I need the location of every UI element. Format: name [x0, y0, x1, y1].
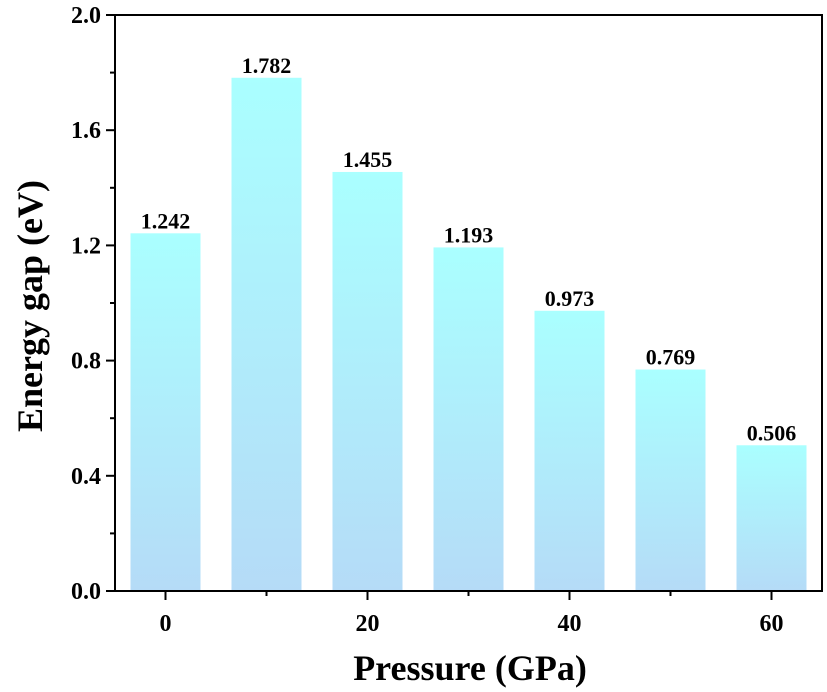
x-tick-label: 60 [760, 611, 784, 637]
y-tick-label: 1.6 [71, 118, 101, 144]
data-label-50-gpa: 0.769 [646, 345, 696, 370]
bar-60-gpa [736, 445, 807, 591]
y-axis-title: Energy gap (eV) [10, 180, 50, 432]
y-tick-label: 2.0 [71, 3, 101, 29]
bars-group [130, 77, 807, 591]
x-axis-title: Pressure (GPa) [353, 648, 587, 688]
data-label-40-gpa: 0.973 [545, 286, 595, 311]
y-tick-label: 0.0 [71, 579, 101, 605]
bar-30-gpa [433, 247, 504, 591]
x-tick-label: 40 [558, 611, 582, 637]
bar-50-gpa [635, 369, 706, 591]
data-labels-group: 1.242 1.782 1.455 1.193 0.973 0.769 0.506 [141, 53, 797, 445]
x-tick-label: 0 [160, 611, 172, 637]
bar-40-gpa [534, 310, 605, 591]
y-tick-label: 0.4 [71, 464, 101, 490]
x-tick-label: 20 [356, 611, 380, 637]
y-tick-label: 1.2 [71, 233, 101, 259]
y-tick-label: 0.8 [71, 349, 101, 375]
data-label-10-gpa: 1.782 [242, 53, 292, 78]
axes-group: 0.0 0.4 0.8 1.2 1.6 2.0 0 20 40 60 [71, 3, 823, 637]
data-label-20-gpa: 1.455 [343, 147, 393, 172]
data-label-0-gpa: 1.242 [141, 208, 191, 233]
bar-10-gpa [231, 77, 302, 591]
bar-0-gpa [130, 233, 201, 591]
data-label-60-gpa: 0.506 [747, 420, 797, 445]
data-label-30-gpa: 1.193 [444, 222, 494, 247]
bar-20-gpa [332, 171, 403, 591]
